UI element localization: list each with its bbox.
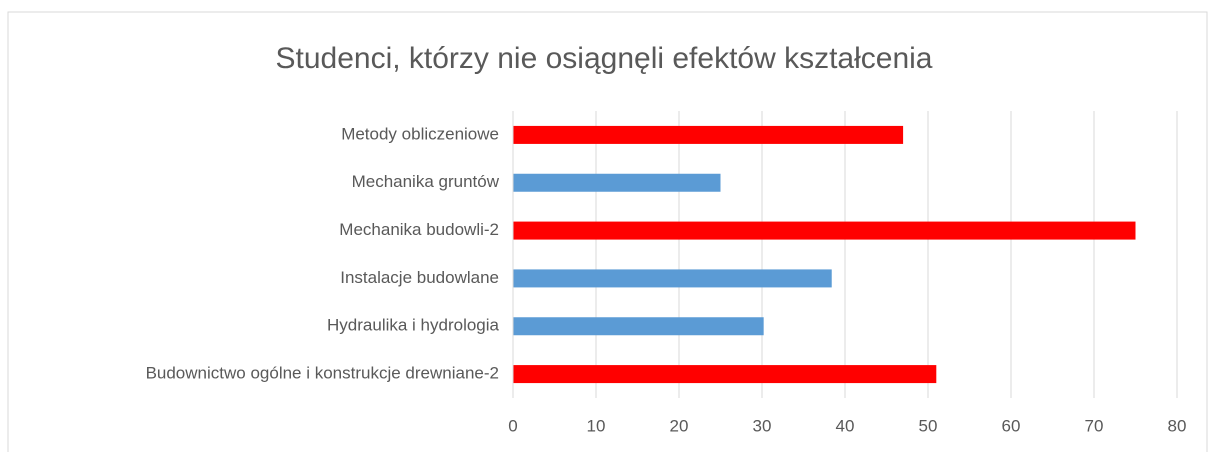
y-tick-label: Budownictwo ogólne i konstrukcje drewnia… <box>146 364 499 383</box>
bar <box>513 125 904 144</box>
bar <box>513 221 1136 240</box>
y-tick-label: Metody obliczeniowe <box>341 124 499 143</box>
chart-title: Studenci, którzy nie osiągnęli efektów k… <box>275 42 932 75</box>
x-tick-label: 70 <box>1085 416 1104 435</box>
y-tick-label: Instalacje budowlane <box>340 268 499 287</box>
x-tick-label: 80 <box>1168 416 1187 435</box>
y-tick-label: Hydraulika i hydrologia <box>327 316 500 335</box>
bar <box>513 269 832 288</box>
x-tick-label: 60 <box>1002 416 1021 435</box>
x-tick-label: 50 <box>919 416 938 435</box>
x-tick-label: 30 <box>753 416 772 435</box>
x-tick-label: 10 <box>587 416 606 435</box>
x-tick-label: 40 <box>836 416 855 435</box>
bar <box>513 317 764 336</box>
bar <box>513 173 721 192</box>
y-tick-label: Mechanika gruntów <box>352 172 500 191</box>
y-tick-label: Mechanika budowli-2 <box>339 220 499 239</box>
bar <box>513 365 937 384</box>
x-tick-label: 20 <box>670 416 689 435</box>
chart-border <box>7 11 1208 452</box>
x-tick-label: 0 <box>508 416 517 435</box>
